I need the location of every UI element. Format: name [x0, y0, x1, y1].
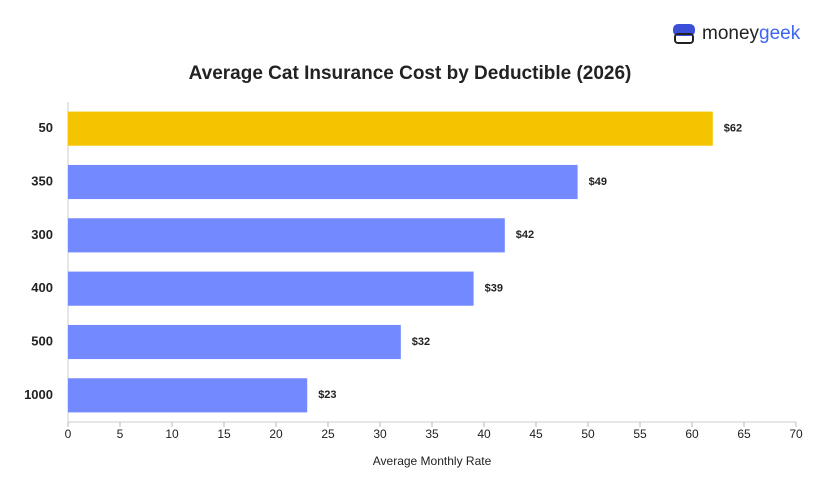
logo-prefix: money [702, 23, 760, 44]
y-tick-label: 400 [31, 280, 53, 295]
bar [68, 218, 505, 253]
data-label: $39 [485, 283, 503, 295]
logo-icon [674, 33, 694, 44]
data-label: $49 [589, 176, 607, 188]
y-tick-label: 350 [31, 173, 53, 188]
x-tick-label: 40 [477, 427, 491, 441]
x-tick-label: 55 [633, 427, 647, 441]
x-tick-label: 65 [737, 427, 751, 441]
logo: moneygeek [673, 23, 801, 44]
x-axis-title: Average Monthly Rate [373, 454, 492, 468]
x-tick-label: 25 [321, 427, 335, 441]
x-tick-label: 5 [117, 427, 124, 441]
x-tick-label: 0 [65, 427, 72, 441]
x-tick-label: 50 [581, 427, 595, 441]
data-label: $62 [724, 123, 742, 135]
y-tick-label: 500 [31, 333, 53, 348]
y-tick-label: 300 [31, 227, 53, 242]
logo-text: moneygeek [702, 23, 801, 44]
x-tick-label: 45 [529, 427, 543, 441]
x-tick-label: 60 [685, 427, 699, 441]
chart-title: Average Cat Insurance Cost by Deductible… [189, 63, 632, 84]
x-tick-label: 10 [165, 427, 179, 441]
bar [68, 324, 401, 360]
bar [68, 111, 713, 146]
data-label: $42 [516, 229, 534, 241]
x-tick-label: 35 [425, 427, 439, 441]
x-tick-label: 70 [789, 427, 803, 441]
x-tick-label: 20 [269, 427, 283, 441]
y-tick-label: 1000 [24, 387, 53, 402]
data-label: $23 [318, 389, 336, 401]
bar [68, 271, 474, 306]
y-tick-label: 50 [39, 120, 53, 135]
x-tick-label: 15 [217, 427, 231, 441]
logo-suffix: geek [759, 23, 801, 44]
data-label: $32 [412, 336, 430, 348]
bar [68, 378, 308, 413]
bar [68, 164, 578, 200]
x-tick-label: 30 [373, 427, 387, 441]
